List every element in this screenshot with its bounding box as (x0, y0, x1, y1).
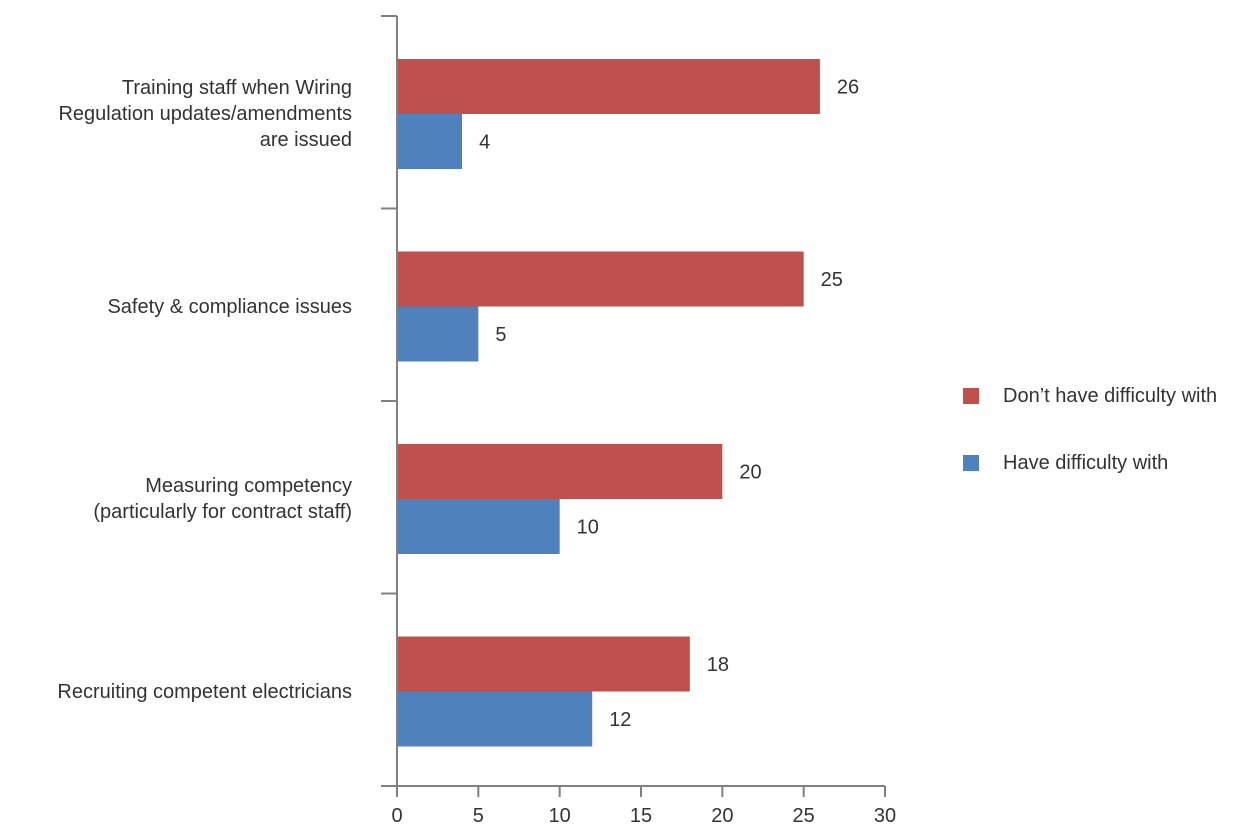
x-tick-label: 30 (874, 805, 896, 826)
category-label: Training staff when Wiring Regulation up… (58, 77, 352, 151)
x-tick-label: 25 (793, 805, 815, 826)
bars-group (397, 59, 820, 747)
bar (397, 499, 560, 554)
category-label: Safety & compliance issues (107, 295, 352, 318)
data-label: 20 (739, 462, 761, 484)
legend-item-dont-have-difficulty: Don’t have difficulty with (963, 384, 1217, 408)
bar (397, 691, 593, 747)
bar (397, 444, 723, 499)
data-label: 4 (479, 132, 490, 154)
x-tick-label: 10 (549, 805, 571, 826)
bar (397, 251, 804, 307)
bar (397, 306, 479, 362)
data-label: 12 (609, 709, 631, 731)
data-label: 26 (837, 77, 859, 99)
category-label: Recruiting competent electricians (57, 680, 352, 703)
axes-group (381, 15, 886, 797)
legend-swatch (963, 388, 979, 404)
bar (397, 59, 820, 114)
x-tick-label: 20 (711, 805, 733, 826)
x-tick-labels: 0 5 10 15 20 25 30 (391, 805, 896, 826)
legend-label: Have difficulty with (1003, 451, 1169, 474)
x-tick-label: 15 (630, 805, 652, 826)
data-label: 10 (577, 517, 599, 539)
category-label: Measuring competency (particularly for c… (93, 475, 352, 523)
x-tick-label: 0 (391, 805, 402, 826)
bar (397, 636, 690, 692)
data-label: 18 (707, 654, 729, 676)
legend-swatch (963, 455, 979, 471)
data-label: 25 (821, 269, 843, 291)
legend-label: Don’t have difficulty with (1003, 384, 1218, 407)
x-tick-label: 5 (473, 805, 484, 826)
data-label: 5 (495, 324, 506, 346)
bar (397, 114, 463, 169)
legend-item-have-difficulty: Have difficulty with (963, 451, 1168, 475)
data-labels: 26 4 25 5 20 10 18 12 (479, 77, 859, 732)
